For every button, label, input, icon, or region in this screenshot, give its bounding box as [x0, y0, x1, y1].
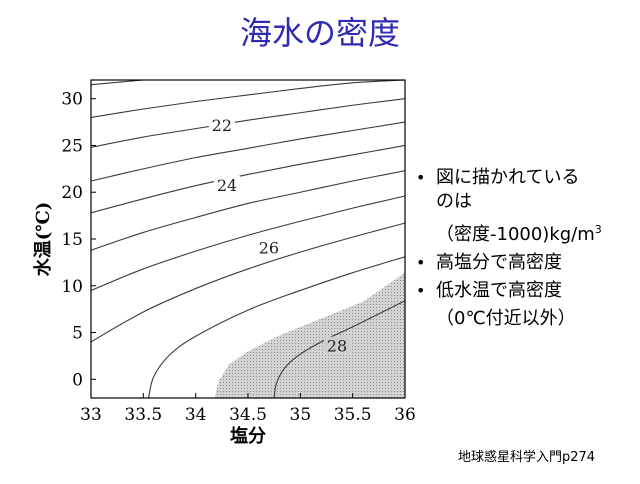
high-density-region	[214, 272, 405, 398]
contour-label: 22	[212, 116, 232, 135]
x-tick-label: 35	[290, 405, 312, 425]
isopycnal-line	[273, 300, 405, 398]
contour-label: 24	[217, 176, 237, 195]
isopycnal-line	[91, 222, 405, 343]
isopycnal-line	[91, 170, 405, 251]
isopycnal-line	[91, 121, 405, 182]
slide-title: 海水の密度	[239, 14, 400, 52]
bullet-dot-icon: •	[416, 253, 426, 272]
y-tick-label: 20	[61, 183, 83, 203]
bullet-line: のは	[436, 191, 472, 212]
bullet-text: 高塩分で高密度	[436, 252, 562, 273]
x-tick-label: 34	[185, 405, 207, 425]
citation: 地球惑星科学入門p274	[458, 450, 596, 465]
bullet-item: • 図に描かれている のは	[416, 166, 638, 214]
bullet-dot-icon: •	[416, 281, 426, 300]
contour-label-background	[255, 238, 282, 256]
y-tick-label: 15	[61, 230, 83, 250]
contour-label: 28	[327, 337, 347, 356]
contour-label-background	[323, 336, 350, 354]
x-tick-label: 33	[80, 405, 102, 425]
x-axis-title: 塩分	[230, 425, 266, 447]
unit-exponent: 3	[594, 223, 602, 236]
isopycnal-line	[91, 144, 405, 214]
contour-label: 26	[259, 238, 279, 257]
x-tick-label: 33.5	[124, 405, 162, 425]
isopycnal-line	[91, 98, 405, 148]
bullet-item: • 高塩分で高密度	[416, 251, 638, 275]
x-tick-label: 36	[394, 405, 416, 425]
isopycnal-line	[91, 80, 150, 86]
bullet-text: 低水温で高密度	[436, 280, 562, 301]
bullet-subtext: （密度-1000)kg/m3	[416, 218, 638, 247]
y-tick-label: 30	[61, 90, 83, 110]
y-tick-label: 25	[61, 136, 83, 156]
bullet-text: 図に描かれている のは	[436, 166, 638, 214]
bullet-dot-icon: •	[416, 168, 426, 187]
y-tick-label: 5	[72, 324, 83, 344]
bullet-line: 図に描かれている	[436, 167, 580, 188]
x-tick-label: 34.5	[229, 405, 267, 425]
y-tick-label: 10	[61, 277, 83, 297]
bullet-item: • 低水温で高密度	[416, 279, 638, 303]
contour-label-background	[214, 175, 241, 193]
y-axis-title: 水温(℃)	[32, 202, 54, 277]
isopycnal-line	[91, 195, 405, 291]
bullet-subtext: （0℃付近以外）	[436, 308, 576, 329]
density-unit-text: （密度-1000)kg/m	[436, 224, 595, 245]
y-tick-label: 0	[72, 370, 83, 390]
isopycnal-line	[91, 80, 405, 118]
isopycnal-line	[148, 256, 405, 398]
x-tick-label: 35.5	[334, 405, 372, 425]
bullet-list: • 図に描かれている のは （密度-1000)kg/m3 • 高塩分で高密度 • …	[416, 166, 638, 335]
contour-label-background	[208, 115, 235, 133]
